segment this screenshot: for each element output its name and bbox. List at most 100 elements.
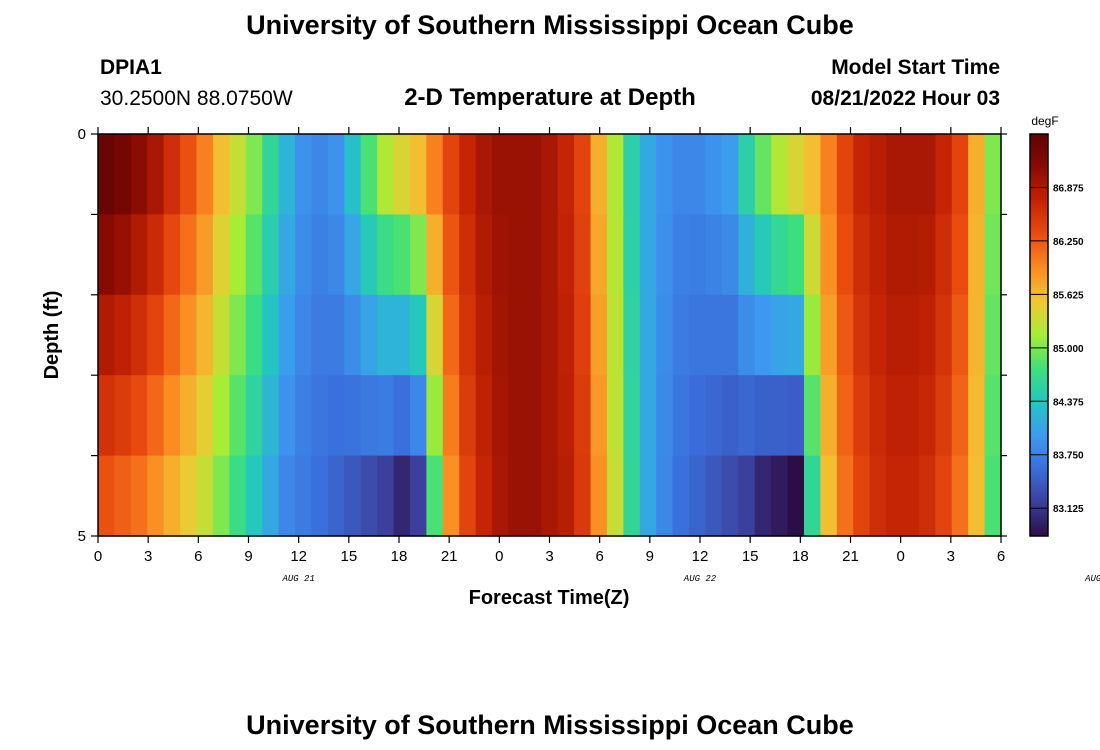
heatmap-cell — [557, 294, 575, 376]
heatmap-cell — [787, 455, 805, 537]
heatmap-cell — [590, 134, 608, 215]
heatmap-cell — [721, 455, 739, 537]
heatmap-cell — [524, 375, 542, 457]
heatmap-cell — [787, 214, 805, 296]
heatmap-cell — [557, 455, 575, 537]
heatmap-cell — [377, 294, 395, 376]
x-tick-label: 6 — [595, 548, 603, 565]
heatmap-cell — [327, 375, 345, 457]
heatmap-cell — [836, 134, 854, 215]
heatmap-cell — [820, 294, 838, 376]
heatmap-cell — [327, 455, 345, 537]
heatmap-cell — [754, 214, 772, 296]
heatmap-cell — [475, 134, 493, 215]
colorbar-tick-label: 85.000 — [1053, 344, 1084, 355]
heatmap-cell — [820, 455, 838, 537]
heatmap-cell — [771, 375, 789, 457]
heatmap-cell — [475, 294, 493, 376]
heatmap-cell — [475, 214, 493, 296]
heatmap-cell — [147, 294, 165, 376]
heatmap-cell — [836, 294, 854, 376]
heatmap-cell — [656, 134, 674, 215]
heatmap-cell — [639, 134, 657, 215]
heatmap-cell — [738, 214, 756, 296]
heatmap-cell — [459, 375, 477, 457]
heatmap-cell — [393, 455, 411, 537]
heatmap-cell — [344, 294, 362, 376]
heatmap-cell — [705, 455, 723, 537]
heatmap-cell — [442, 134, 460, 215]
heatmap-cell — [245, 134, 263, 215]
heatmap-cell — [656, 214, 674, 296]
heatmap-cell — [311, 294, 329, 376]
heatmap-cell — [360, 294, 378, 376]
heatmap-cell — [574, 134, 592, 215]
heatmap-cell — [557, 214, 575, 296]
heatmap-cell — [98, 294, 116, 376]
heatmap-cell — [492, 134, 510, 215]
x-tick-label: 3 — [545, 548, 553, 565]
heatmap-cell — [541, 134, 559, 215]
heatmap-cell — [803, 294, 821, 376]
x-tick-label: 12 — [290, 548, 307, 565]
heatmap-cell — [262, 134, 280, 215]
heatmap-cell — [606, 375, 624, 457]
heatmap-cell — [672, 294, 690, 376]
heatmap-cell — [918, 375, 936, 457]
heatmap-cell — [196, 455, 214, 537]
heatmap-cell — [114, 294, 132, 376]
heatmap-cell — [656, 375, 674, 457]
heatmap-cell — [360, 455, 378, 537]
heatmap-cell — [918, 455, 936, 537]
x-axis: 0 3 6 9 12 15 18 21 0 3 6 9 12 15 18 21 0 3 6 AUG 21 AUG 22 A… — [94, 127, 1100, 584]
heatmap-cell — [426, 455, 444, 537]
heatmap-cell — [212, 375, 230, 457]
heatmap-cell — [836, 214, 854, 296]
heatmap-cell — [147, 134, 165, 215]
heatmap-cell — [442, 455, 460, 537]
heatmap-cell — [196, 214, 214, 296]
heatmap-cell — [869, 375, 887, 457]
heatmap-cell — [820, 134, 838, 215]
heatmap-cell — [869, 214, 887, 296]
heatmap-cell — [705, 294, 723, 376]
heatmap-cell — [902, 375, 920, 457]
heatmap-cell — [574, 294, 592, 376]
heatmap-cell — [984, 134, 1002, 215]
y-axis-label: Depth (ft) — [41, 291, 63, 380]
heatmap-cell — [623, 134, 641, 215]
heatmap-cell — [574, 214, 592, 296]
heatmap-cell — [787, 375, 805, 457]
heatmap-cell — [295, 134, 313, 215]
colorbar-tick-label: 83.125 — [1053, 504, 1084, 515]
heatmap-cell — [705, 375, 723, 457]
heatmap-cell — [344, 214, 362, 296]
x-tick-label: 9 — [244, 548, 252, 565]
heatmap-cell — [130, 214, 148, 296]
heatmap-cell — [295, 214, 313, 296]
heatmap-cell — [130, 455, 148, 537]
x-tick-label: 18 — [391, 548, 408, 565]
heatmap-cell — [787, 294, 805, 376]
heatmap-cell — [541, 375, 559, 457]
heatmap-cell — [229, 294, 247, 376]
heatmap-cell — [803, 214, 821, 296]
heatmap-cell — [114, 134, 132, 215]
heatmap-cell — [393, 214, 411, 296]
heatmap-cell — [557, 375, 575, 457]
heatmap-cell — [278, 134, 296, 215]
heatmap-cells — [98, 134, 1002, 537]
colorbar-tick-label: 85.625 — [1053, 290, 1084, 301]
heatmap-cell — [360, 214, 378, 296]
heatmap-cell — [492, 294, 510, 376]
heatmap-cell — [409, 294, 427, 376]
heatmap-cell — [492, 455, 510, 537]
colorbar-gradient — [1029, 133, 1049, 537]
heatmap-cell — [738, 294, 756, 376]
heatmap-cell — [787, 134, 805, 215]
heatmap-cell — [459, 134, 477, 215]
heatmap-cell — [311, 214, 329, 296]
heatmap-cell — [212, 294, 230, 376]
heatmap-cell — [311, 455, 329, 537]
heatmap-cell — [968, 214, 986, 296]
